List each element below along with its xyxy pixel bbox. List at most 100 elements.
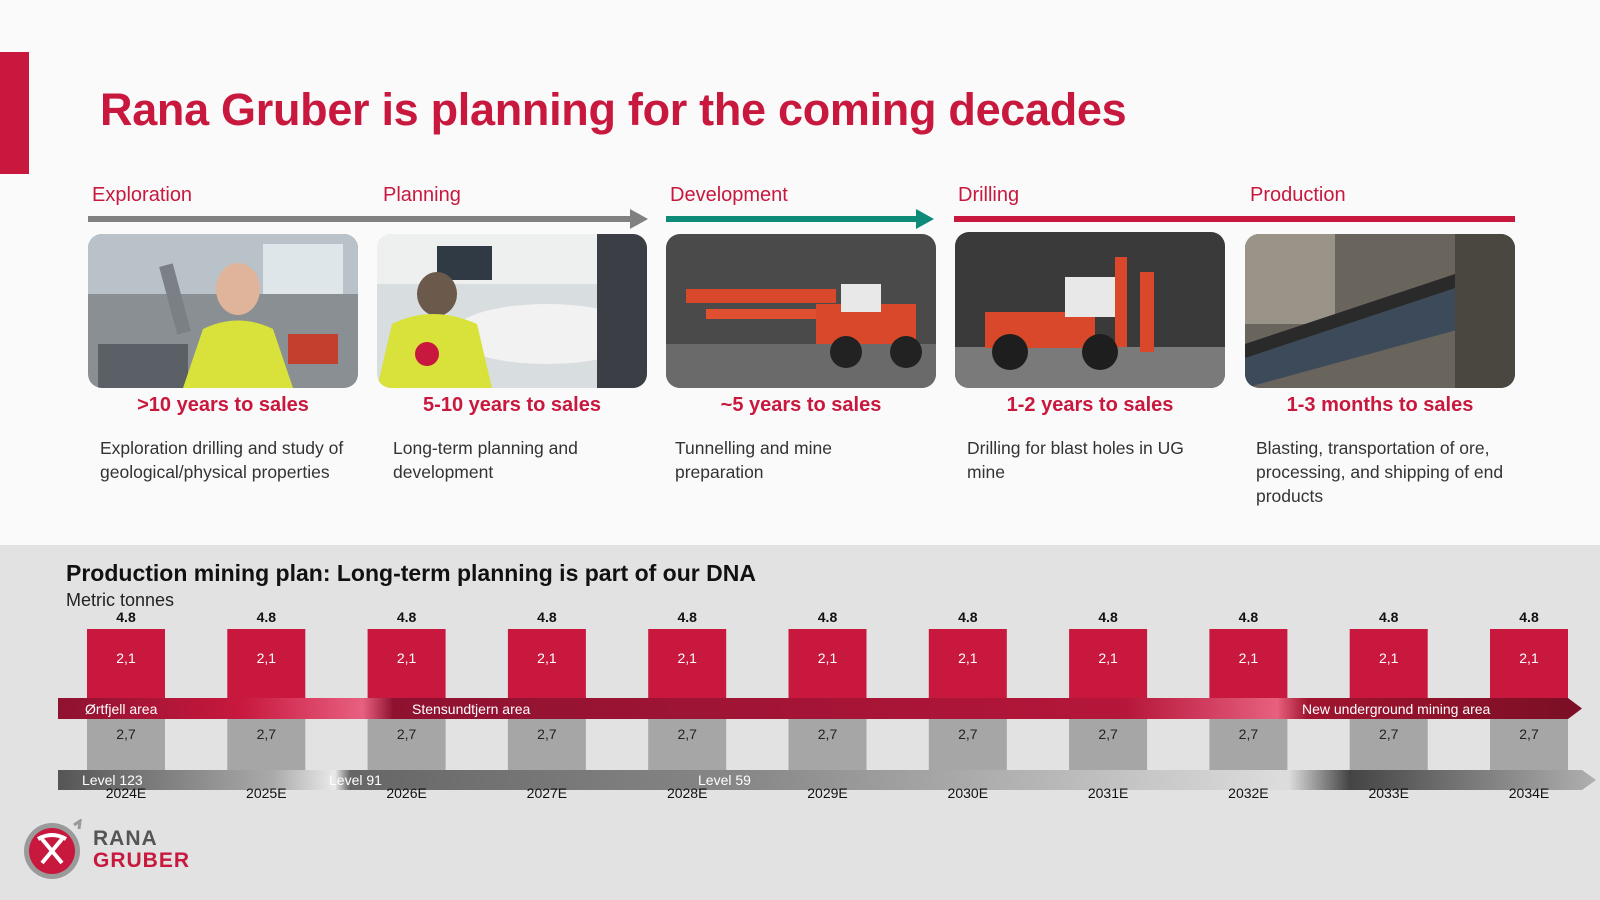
bar-segment-gray xyxy=(87,719,165,770)
phase-label-exploration: Exploration xyxy=(92,184,193,206)
bar-total-label: 4.8 xyxy=(116,609,136,625)
bar-value-label-red: 2,1 xyxy=(116,650,136,666)
bar-total-label: 4.8 xyxy=(397,609,417,625)
desc-drilling: Drilling for blast holes in UG mine xyxy=(967,438,1184,482)
time-to-sales-development: ~5 years to sales xyxy=(720,394,882,416)
bar-value-label-gray: 2,7 xyxy=(1519,726,1539,742)
desc-production: Blasting, transportation of ore, process… xyxy=(1256,438,1504,506)
bar-value-label-gray: 2,7 xyxy=(1239,726,1259,742)
bar-total-label: 4.8 xyxy=(257,609,277,625)
planning-photo xyxy=(377,234,647,388)
bar-value-label-gray: 2,7 xyxy=(116,726,136,742)
time-to-sales-exploration: >10 years to sales xyxy=(137,394,309,416)
bar-segment-gray xyxy=(227,719,306,770)
bar-value-label-gray: 2,7 xyxy=(958,726,978,742)
bar-segment-gray xyxy=(1069,719,1148,770)
bar-segment-red xyxy=(227,629,306,699)
bar-value-label-red: 2,1 xyxy=(1239,650,1259,666)
bar-value-label-red: 2,1 xyxy=(1098,650,1118,666)
x-tick-label: 2024E xyxy=(106,785,146,801)
phase-label-drilling: Drilling xyxy=(958,184,1020,206)
gray-timeline-arrow xyxy=(88,216,632,222)
bar-segment-red xyxy=(928,629,1007,699)
production-plan-chart: 4.8 2,1 2,7 2024E 4.8 2,1 2,7 2025E 4.8 2,1 2,7 202… xyxy=(58,609,1596,801)
x-tick-label: 2027E xyxy=(527,785,567,801)
mine-level-label: Level 123 xyxy=(82,772,143,788)
x-tick-label: 2028E xyxy=(667,785,707,801)
chart-title: Production mining plan: Long-term planni… xyxy=(66,560,756,586)
exploration-photo xyxy=(88,234,358,388)
drilling-photo xyxy=(955,232,1225,388)
bar-segment-gray xyxy=(1209,719,1288,770)
bar-value-label-gray: 2,7 xyxy=(397,726,417,742)
teal-arrowhead-icon xyxy=(916,209,934,229)
bar-total-label: 4.8 xyxy=(1519,609,1539,625)
accent-bar xyxy=(0,52,29,174)
x-tick-label: 2025E xyxy=(246,785,286,801)
x-tick-label: 2034E xyxy=(1509,785,1549,801)
bar-segment-gray xyxy=(1349,719,1428,770)
production-photo xyxy=(1245,234,1515,388)
page-title: Rana Gruber is planning for the coming d… xyxy=(100,84,1127,135)
logo-line-rana: RANA xyxy=(93,827,158,850)
bar-value-label-gray: 2,7 xyxy=(1379,726,1399,742)
bar-segment-gray xyxy=(788,719,867,770)
chart-y-label: Metric tonnes xyxy=(66,590,175,610)
bar-segment-red xyxy=(648,629,727,699)
bar-total-label: 4.8 xyxy=(1239,609,1259,625)
bar-value-label-red: 2,1 xyxy=(1379,650,1399,666)
bar-value-label-gray: 2,7 xyxy=(818,726,838,742)
phase-label-development: Development xyxy=(670,184,788,206)
bar-value-label-gray: 2,7 xyxy=(537,726,557,742)
x-tick-label: 2031E xyxy=(1088,785,1128,801)
bar-segment-red xyxy=(788,629,867,699)
bar-segment-red xyxy=(367,629,446,699)
mining-area-label: Ørtfjell area xyxy=(85,701,158,717)
bar-segment-red xyxy=(1490,629,1568,699)
mine-level-label: Level 59 xyxy=(698,772,751,788)
bar-segment-gray xyxy=(1490,719,1568,770)
bar-value-label-red: 2,1 xyxy=(537,650,557,666)
bar-segment-red xyxy=(1069,629,1148,699)
mine-level-band xyxy=(58,770,1596,790)
bar-segment-red xyxy=(87,629,165,699)
pickaxe-logo-icon xyxy=(24,819,82,879)
bar-total-label: 4.8 xyxy=(1379,609,1399,625)
bar-value-label-red: 2,1 xyxy=(1519,650,1539,666)
bar-value-label-red: 2,1 xyxy=(397,650,417,666)
bar-value-label-gray: 2,7 xyxy=(257,726,277,742)
bar-value-label-gray: 2,7 xyxy=(1098,726,1118,742)
bar-total-label: 4.8 xyxy=(1098,609,1118,625)
bar-value-label-red: 2,1 xyxy=(818,650,838,666)
bar-total-label: 4.8 xyxy=(958,609,978,625)
x-tick-label: 2029E xyxy=(807,785,847,801)
mining-area-band xyxy=(58,698,1582,719)
time-to-sales-production: 1-3 months to sales xyxy=(1286,394,1474,416)
x-tick-label: 2030E xyxy=(948,785,988,801)
desc-exploration: Exploration drilling and study of geolog… xyxy=(100,438,344,482)
logo-line-gruber: GRUBER xyxy=(93,849,191,872)
desc-planning: Long-term planning and development xyxy=(393,438,578,482)
time-to-sales-drilling: 1-2 years to sales xyxy=(1006,394,1174,416)
x-tick-label: 2032E xyxy=(1228,785,1268,801)
bar-total-label: 4.8 xyxy=(537,609,557,625)
red-timeline-line xyxy=(954,216,1515,222)
bar-segment-gray xyxy=(507,719,586,770)
bar-value-label-red: 2,1 xyxy=(958,650,978,666)
bar-segment-red xyxy=(1349,629,1428,699)
bar-segment-red xyxy=(507,629,586,699)
bar-value-label-red: 2,1 xyxy=(257,650,277,666)
gray-arrowhead-icon xyxy=(630,209,648,229)
mining-area-label: Stensundtjern area xyxy=(412,701,531,717)
bar-segment-gray xyxy=(648,719,727,770)
development-photo xyxy=(666,234,936,388)
logo-wordmark: RANA GRUBER xyxy=(93,828,190,872)
bar-segment-gray xyxy=(928,719,1007,770)
mine-level-label: Level 91 xyxy=(329,772,382,788)
bar-total-label: 4.8 xyxy=(677,609,697,625)
bar-segment-red xyxy=(1209,629,1288,699)
bar-value-label-gray: 2,7 xyxy=(677,726,697,742)
x-tick-label: 2026E xyxy=(386,785,426,801)
teal-timeline-arrow xyxy=(666,216,916,222)
bar-value-label-red: 2,1 xyxy=(677,650,697,666)
